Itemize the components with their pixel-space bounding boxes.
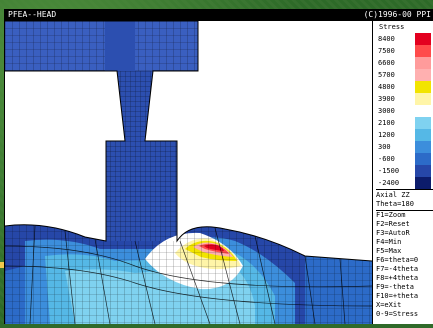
legend-entry: -2400 [376,177,433,189]
legend-swatch [415,57,431,69]
legend-swatch [415,33,431,45]
legend-value: 8400 [378,35,395,43]
copyright-text: (C)1996-00 PPI [363,10,431,19]
legend-entry: 8400 [376,33,433,45]
legend-entry: 6600 [376,57,433,69]
function-key-hint[interactable]: F5=Max [376,247,402,255]
legend-title: Stress [379,23,405,31]
legend-value: -600 [378,155,395,163]
keys-divider [376,210,433,211]
desktop-decoration [0,262,6,268]
legend-value: 5700 [378,71,395,79]
legend-swatch [415,165,431,177]
function-key-hint[interactable]: 0-9=Stress [376,310,419,318]
legend-value: 6600 [378,59,395,67]
legend-swatch [415,117,431,129]
function-key-hint[interactable]: F7=-4theta [376,265,419,273]
legend-value: 3900 [378,95,395,103]
function-key-hint[interactable]: F4=Min [376,238,402,246]
legend-entry: -1500 [376,165,433,177]
function-key-hint[interactable]: F1=Zoom [376,211,406,219]
legend-swatch [415,69,431,81]
legend-entry: 1200 [376,129,433,141]
view-info: Axial ZZ Theta=180 [376,191,414,209]
legend-panel: Stress 8400 7500 6600 5700 4800 3900 3000 2100 1… [372,21,433,324]
legend-value: 4800 [378,83,395,91]
function-key-list: F1=Zoom F2=Reset F3=AutoR F4=Min F5=Max F6=th… [376,211,418,319]
legend-value: -2400 [378,179,400,187]
legend-value: 300 [378,143,391,151]
fea-mesh-contour [4,20,373,325]
legend-value: 2100 [378,119,395,127]
legend-swatch [415,153,431,165]
legend-entry: 5700 [376,69,433,81]
function-key-hint[interactable]: F6=theta=0 [376,256,419,264]
legend-value: 7500 [378,47,395,55]
function-key-hint[interactable]: F3=AutoR [376,229,410,237]
function-key-hint[interactable]: F8=+4theta [376,274,419,282]
fea-application-window: PFEA--HEAD (C)1996-00 PPI [4,9,433,325]
legend-entry: 300 [376,141,433,153]
function-key-hint[interactable]: F9=-theta [376,283,414,291]
title-bar: PFEA--HEAD (C)1996-00 PPI [5,9,433,21]
legend-value: 1200 [378,131,395,139]
legend-swatch [415,177,431,189]
stress-plot[interactable] [4,20,373,325]
legend-swatch [415,141,431,153]
legend-entry: 2100 [376,117,433,129]
legend-swatch [415,93,431,105]
legend-entry: 3000 [376,105,433,117]
legend-entry: 7500 [376,45,433,57]
legend-swatch [415,45,431,57]
legend-value: 3000 [378,107,395,115]
legend-value: -1500 [378,167,400,175]
legend-swatch [415,81,431,93]
function-key-hint[interactable]: X=eXit [376,301,402,309]
stress-component: Axial ZZ [376,191,410,199]
function-key-hint[interactable]: F2=Reset [376,220,410,228]
function-key-hint[interactable]: F10=+theta [376,292,419,300]
legend-swatch [415,129,431,141]
theta-value: Theta=180 [376,200,414,208]
legend-swatch [415,105,431,117]
window-title: PFEA--HEAD [8,10,57,19]
legend-entry: 3900 [376,93,433,105]
legend-entry: 4800 [376,81,433,93]
legend-entry: -600 [376,153,433,165]
legend-divider [376,189,433,190]
